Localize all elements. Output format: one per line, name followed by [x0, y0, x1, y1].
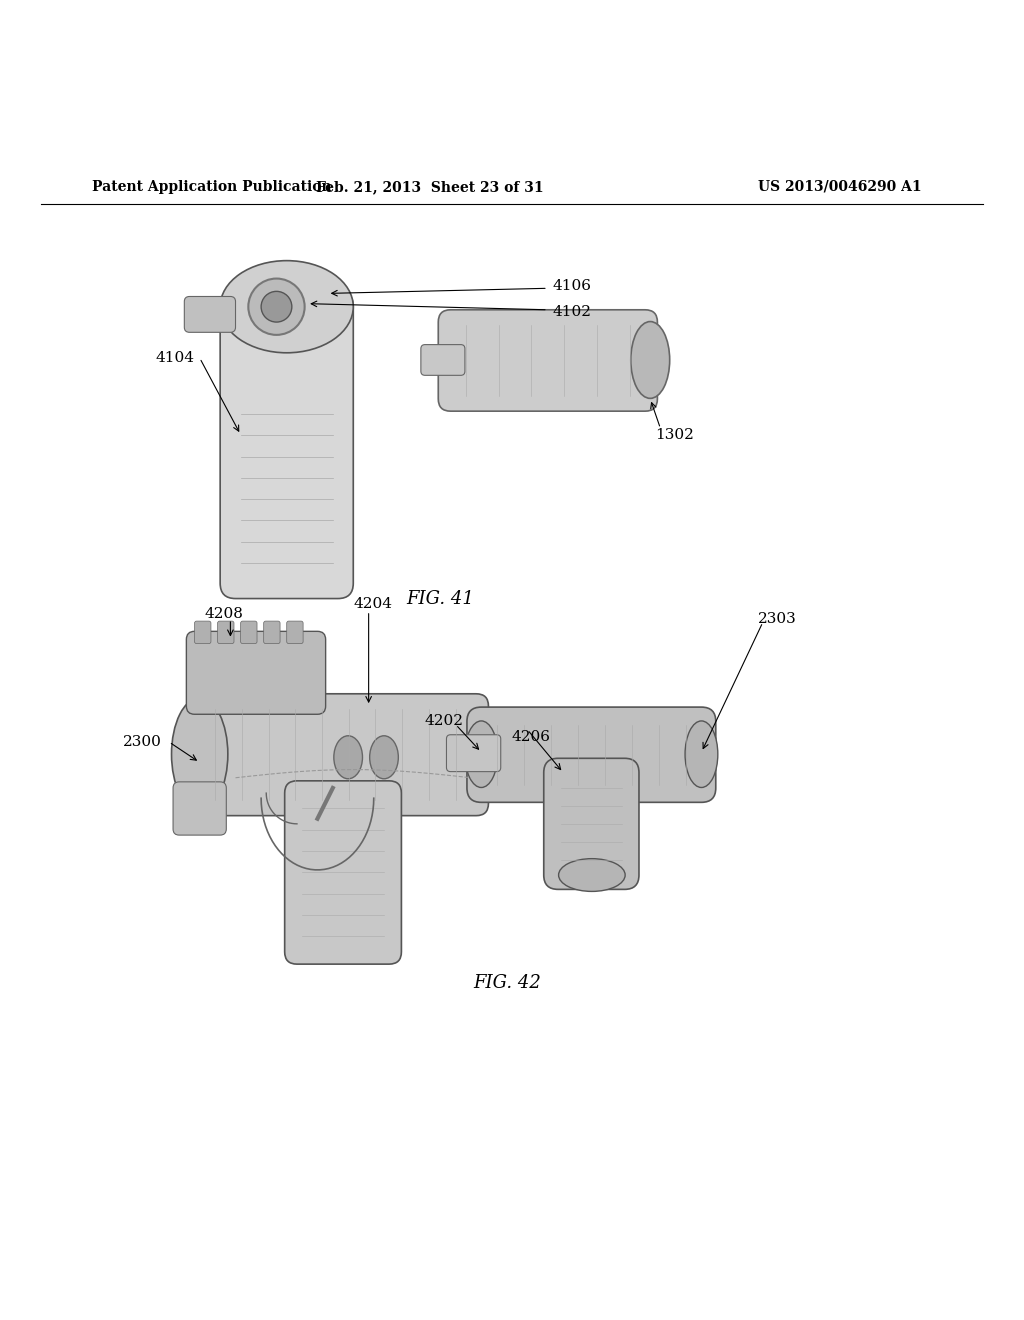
Ellipse shape — [685, 721, 718, 788]
FancyBboxPatch shape — [187, 694, 488, 816]
Text: 4202: 4202 — [425, 714, 464, 729]
Text: 4204: 4204 — [353, 597, 392, 611]
FancyBboxPatch shape — [285, 781, 401, 964]
FancyBboxPatch shape — [438, 310, 657, 411]
Text: 4102: 4102 — [553, 305, 592, 319]
Text: 1302: 1302 — [655, 428, 694, 442]
FancyBboxPatch shape — [220, 292, 353, 598]
Ellipse shape — [465, 721, 498, 788]
Text: 2303: 2303 — [758, 612, 797, 626]
Text: US 2013/0046290 A1: US 2013/0046290 A1 — [758, 180, 922, 194]
FancyBboxPatch shape — [467, 708, 716, 803]
FancyBboxPatch shape — [184, 297, 236, 333]
Ellipse shape — [261, 292, 292, 322]
Text: FIG. 41: FIG. 41 — [407, 590, 474, 607]
FancyBboxPatch shape — [173, 781, 226, 836]
Ellipse shape — [249, 279, 305, 335]
Ellipse shape — [370, 735, 398, 779]
Text: Feb. 21, 2013  Sheet 23 of 31: Feb. 21, 2013 Sheet 23 of 31 — [316, 180, 544, 194]
FancyBboxPatch shape — [544, 758, 639, 890]
FancyBboxPatch shape — [186, 631, 326, 714]
Ellipse shape — [220, 260, 353, 352]
FancyBboxPatch shape — [263, 622, 280, 644]
Text: 2300: 2300 — [123, 735, 162, 748]
Text: 4206: 4206 — [512, 730, 551, 743]
FancyBboxPatch shape — [241, 622, 257, 644]
Text: FIG. 42: FIG. 42 — [473, 974, 541, 991]
FancyBboxPatch shape — [421, 345, 465, 375]
Ellipse shape — [559, 858, 625, 891]
Ellipse shape — [172, 698, 228, 810]
Ellipse shape — [334, 735, 362, 779]
FancyBboxPatch shape — [217, 622, 233, 644]
Text: 4208: 4208 — [205, 607, 244, 620]
Text: 4106: 4106 — [553, 280, 592, 293]
FancyBboxPatch shape — [446, 735, 501, 772]
FancyBboxPatch shape — [195, 622, 211, 644]
Text: 4104: 4104 — [156, 351, 195, 364]
Text: Patent Application Publication: Patent Application Publication — [92, 180, 332, 194]
FancyBboxPatch shape — [287, 622, 303, 644]
Ellipse shape — [631, 322, 670, 399]
